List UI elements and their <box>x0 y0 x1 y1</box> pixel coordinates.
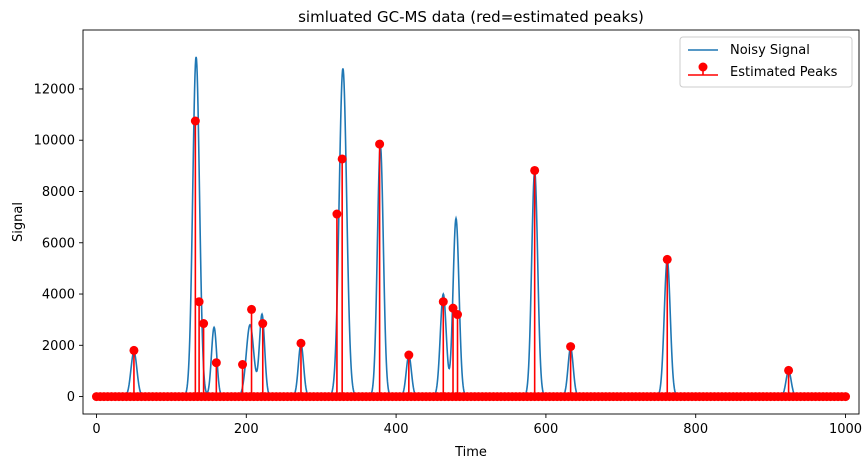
baseline-marker <box>841 392 851 402</box>
peak-marker <box>784 365 794 375</box>
peak-marker <box>247 304 257 314</box>
peak-marker <box>530 165 540 175</box>
peak-marker <box>199 319 209 329</box>
x-axis-ticks: 0 200 400 600 800 1000 <box>92 414 862 437</box>
y-tick-label: 0 <box>67 390 75 405</box>
peak-marker <box>190 116 200 126</box>
x-tick-label: 400 <box>384 422 409 437</box>
peak-marker <box>211 358 221 368</box>
y-tick-label: 8000 <box>42 185 75 200</box>
x-tick-label: 600 <box>533 422 558 437</box>
y-axis-label: Signal <box>11 202 26 242</box>
plot-frame <box>82 29 860 415</box>
x-tick-label: 800 <box>683 422 708 437</box>
peak-marker <box>258 319 268 329</box>
chart-title: simluated GC-MS data (red=estimated peak… <box>298 8 644 26</box>
legend-signal-label: Noisy Signal <box>730 43 810 58</box>
peak-marker <box>566 342 576 352</box>
peak-marker <box>404 350 414 360</box>
x-tick-label: 0 <box>92 422 100 437</box>
peak-marker <box>129 345 139 355</box>
legend-peaks-swatch-marker <box>698 62 708 72</box>
peak-marker <box>337 154 347 164</box>
legend: Noisy Signal Estimated Peaks <box>679 36 853 88</box>
y-tick-label: 12000 <box>34 82 75 97</box>
peak-markers <box>91 116 851 402</box>
peak-marker <box>332 209 342 219</box>
y-tick-label: 4000 <box>42 288 75 303</box>
peak-marker <box>375 139 385 149</box>
peak-marker <box>194 297 204 307</box>
y-tick-label: 6000 <box>42 236 75 251</box>
y-tick-label: 10000 <box>34 134 75 149</box>
x-tick-label: 1000 <box>829 422 862 437</box>
peak-marker <box>662 254 672 264</box>
plot-area <box>82 29 860 415</box>
legend-peaks-label: Estimated Peaks <box>730 65 838 80</box>
peak-marker <box>238 360 248 370</box>
peak-marker <box>453 310 463 320</box>
legend-box <box>679 36 853 88</box>
peak-marker <box>296 338 306 348</box>
x-axis-label: Time <box>454 445 487 460</box>
y-axis-ticks: 0 2000 4000 6000 8000 10000 12000 <box>34 82 83 405</box>
x-tick-label: 200 <box>234 422 259 437</box>
peak-marker <box>448 303 458 313</box>
peak-marker <box>438 297 448 307</box>
y-tick-label: 2000 <box>42 339 75 354</box>
